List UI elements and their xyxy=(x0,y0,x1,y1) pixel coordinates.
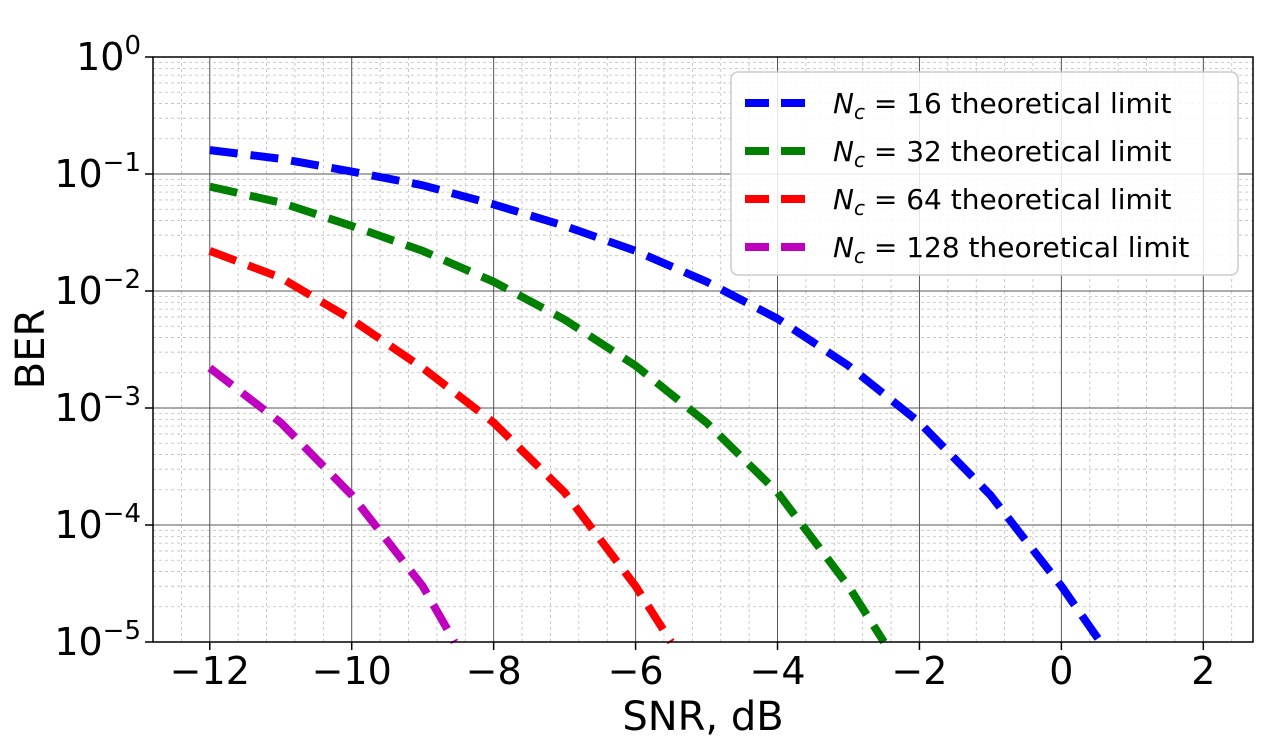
legend-label-3: Nc = 128 theoretical limit xyxy=(833,231,1189,268)
series-line-3 xyxy=(207,364,459,644)
series-line-2 xyxy=(208,247,675,645)
y-tick-label: 10−3 xyxy=(54,382,141,430)
x-tick-label: −12 xyxy=(170,649,250,693)
series-line-1 xyxy=(208,182,888,645)
x-tick-label: 0 xyxy=(1049,649,1073,693)
legend: Nc = 16 theoretical limit Nc = 32 theoret… xyxy=(730,71,1239,276)
series-layer xyxy=(207,146,1104,645)
x-tick-label: −8 xyxy=(466,649,522,693)
y-tick-label: 100 xyxy=(76,31,141,79)
x-tick-label: −2 xyxy=(891,649,947,693)
y-tick-label: 10−4 xyxy=(54,499,141,547)
legend-frame xyxy=(730,71,1239,276)
y-axis-ticks: 100 10−1 10−2 10−3 10−4 10−5 xyxy=(54,31,153,664)
legend-label-1: Nc = 32 theoretical limit xyxy=(833,135,1172,172)
x-tick-label: −6 xyxy=(608,649,664,693)
x-axis-ticks: −12 −10 −8 −6 −4 −2 0 2 xyxy=(170,642,1215,693)
series-line-0 xyxy=(209,146,1104,645)
legend-label-2: Nc = 64 theoretical limit xyxy=(833,183,1172,220)
y-axis-title: BER xyxy=(8,309,54,390)
legend-label-0: Nc = 16 theoretical limit xyxy=(833,87,1172,124)
y-tick-label: 10−2 xyxy=(54,265,141,313)
y-tick-label: 10−1 xyxy=(54,148,141,196)
x-tick-label: −10 xyxy=(312,649,392,693)
plot-frame xyxy=(152,56,1254,643)
y-tick-label: 10−5 xyxy=(54,616,141,664)
x-axis-title: SNR, dB xyxy=(622,694,783,738)
x-tick-label: 2 xyxy=(1191,649,1215,693)
x-tick-label: −4 xyxy=(750,649,806,693)
